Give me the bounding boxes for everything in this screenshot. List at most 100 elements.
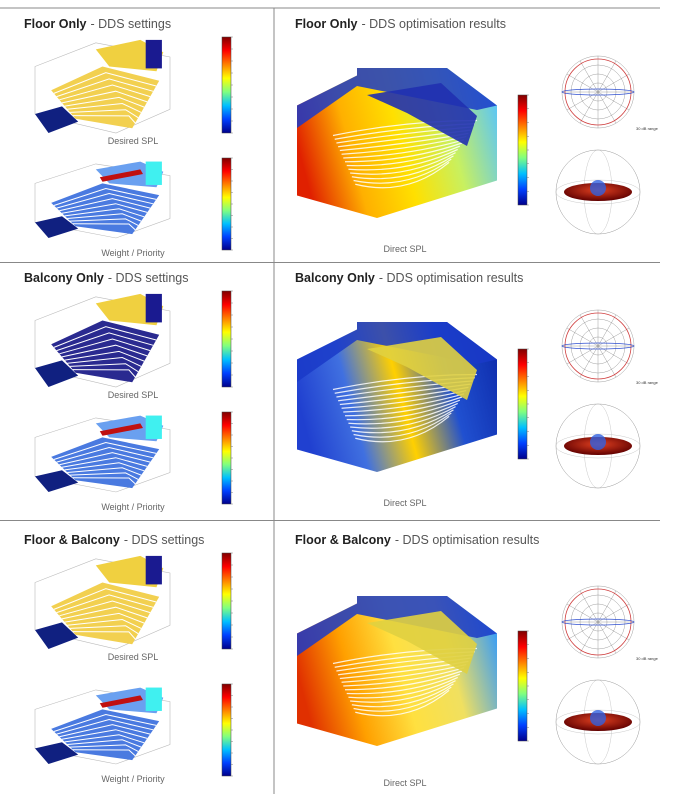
seat-row [72, 477, 136, 485]
hall-render [34, 161, 171, 239]
section: Floor Only - DDS settings Floor Only - DDS … [0, 7, 660, 262]
colorbar [221, 36, 232, 134]
caption: Direct SPL [383, 244, 426, 254]
seat-row [72, 631, 136, 640]
seat-row [72, 223, 136, 231]
result-render [297, 596, 497, 746]
seat-row [70, 363, 139, 373]
section-title: Floor Only - DDS optimisation results [295, 17, 506, 31]
polar-trace [561, 342, 635, 350]
wireframe [34, 689, 171, 765]
seat-row [341, 389, 467, 409]
seat-row [59, 84, 151, 101]
colorbar [221, 290, 232, 388]
polar-spoke [597, 91, 617, 124]
wall [297, 322, 497, 382]
seat-row [53, 588, 157, 610]
seat-row [351, 409, 454, 434]
seat-row [344, 396, 463, 417]
title-bold: Floor & Balcony [24, 533, 120, 547]
seat-row [348, 402, 458, 425]
stripe [99, 169, 143, 182]
seat-row [64, 96, 145, 108]
seat-row [353, 686, 452, 712]
hall-render [34, 687, 171, 765]
seat-row [350, 680, 456, 703]
seat-row [59, 724, 151, 738]
seat-row [343, 667, 465, 687]
title-bold: Floor & Balcony [295, 533, 391, 547]
colorbar [221, 552, 232, 650]
hall-render [34, 39, 171, 134]
caption: Weight / Priority [101, 248, 165, 258]
caption: Desired SPL [108, 652, 159, 662]
seat-row [70, 625, 139, 635]
seat-row [53, 441, 157, 460]
polar-trace [564, 58, 632, 126]
balloon-lobe [590, 180, 606, 196]
seat-row [59, 600, 151, 617]
section-title: Balcony Only - DDS settings [24, 271, 188, 285]
polar-spoke [579, 60, 599, 93]
caption: Weight / Priority [101, 502, 165, 512]
title-bold: Balcony Only [295, 271, 375, 285]
section-title: Balcony Only - DDS optimisation results [295, 271, 523, 285]
seat-row [355, 689, 450, 717]
caption: Direct SPL [383, 778, 426, 788]
colorbar [221, 411, 232, 505]
wireframe [34, 417, 171, 493]
stage [35, 742, 79, 764]
balcony [367, 611, 477, 674]
colorbar [221, 683, 232, 777]
stage [35, 622, 79, 649]
floor [51, 582, 160, 645]
title-rest: - DDS optimisation results [379, 271, 524, 285]
floor [51, 183, 160, 235]
colorbar [517, 94, 528, 206]
seat-row [53, 326, 157, 348]
seat-row [59, 338, 151, 355]
seat-row [56, 446, 154, 463]
seat-row [346, 145, 461, 167]
seat-row [70, 744, 139, 752]
seat-row [348, 676, 458, 699]
stage [35, 360, 79, 387]
caption: Weight / Priority [101, 774, 165, 784]
title-bold: Balcony Only [24, 271, 104, 285]
title-rest: - DDS settings [124, 533, 205, 547]
seat-row [64, 350, 145, 362]
seat-row [61, 729, 148, 740]
seat-row [67, 739, 142, 748]
seat-row [344, 142, 463, 163]
seat-row [53, 187, 157, 206]
title-rest: - DDS optimisation results [395, 533, 540, 547]
hall-render [34, 415, 171, 493]
polar-trace [561, 88, 635, 96]
floor [51, 320, 160, 383]
seat-row [67, 618, 142, 629]
seat-row [67, 356, 142, 367]
caption: Desired SPL [108, 390, 159, 400]
seat-row [64, 612, 145, 624]
wall [297, 68, 497, 128]
seat-row [56, 78, 154, 98]
back-wall [145, 161, 162, 185]
polar-note: 30 dB range [636, 126, 659, 131]
seat-row [353, 158, 452, 184]
polar-spoke [579, 590, 599, 623]
seat-row [72, 369, 136, 378]
seat-row [343, 393, 465, 413]
seat-row [343, 139, 465, 159]
caption: Desired SPL [108, 136, 159, 146]
balcony [367, 83, 477, 146]
colorbar [517, 348, 528, 460]
seat-row [341, 663, 467, 683]
back-wall [145, 555, 162, 585]
seat-row [353, 412, 452, 438]
seat-row [344, 670, 463, 691]
seat-row [72, 115, 136, 124]
seat-row [59, 452, 151, 466]
seat-row [61, 457, 148, 468]
polar-spoke [579, 314, 599, 347]
